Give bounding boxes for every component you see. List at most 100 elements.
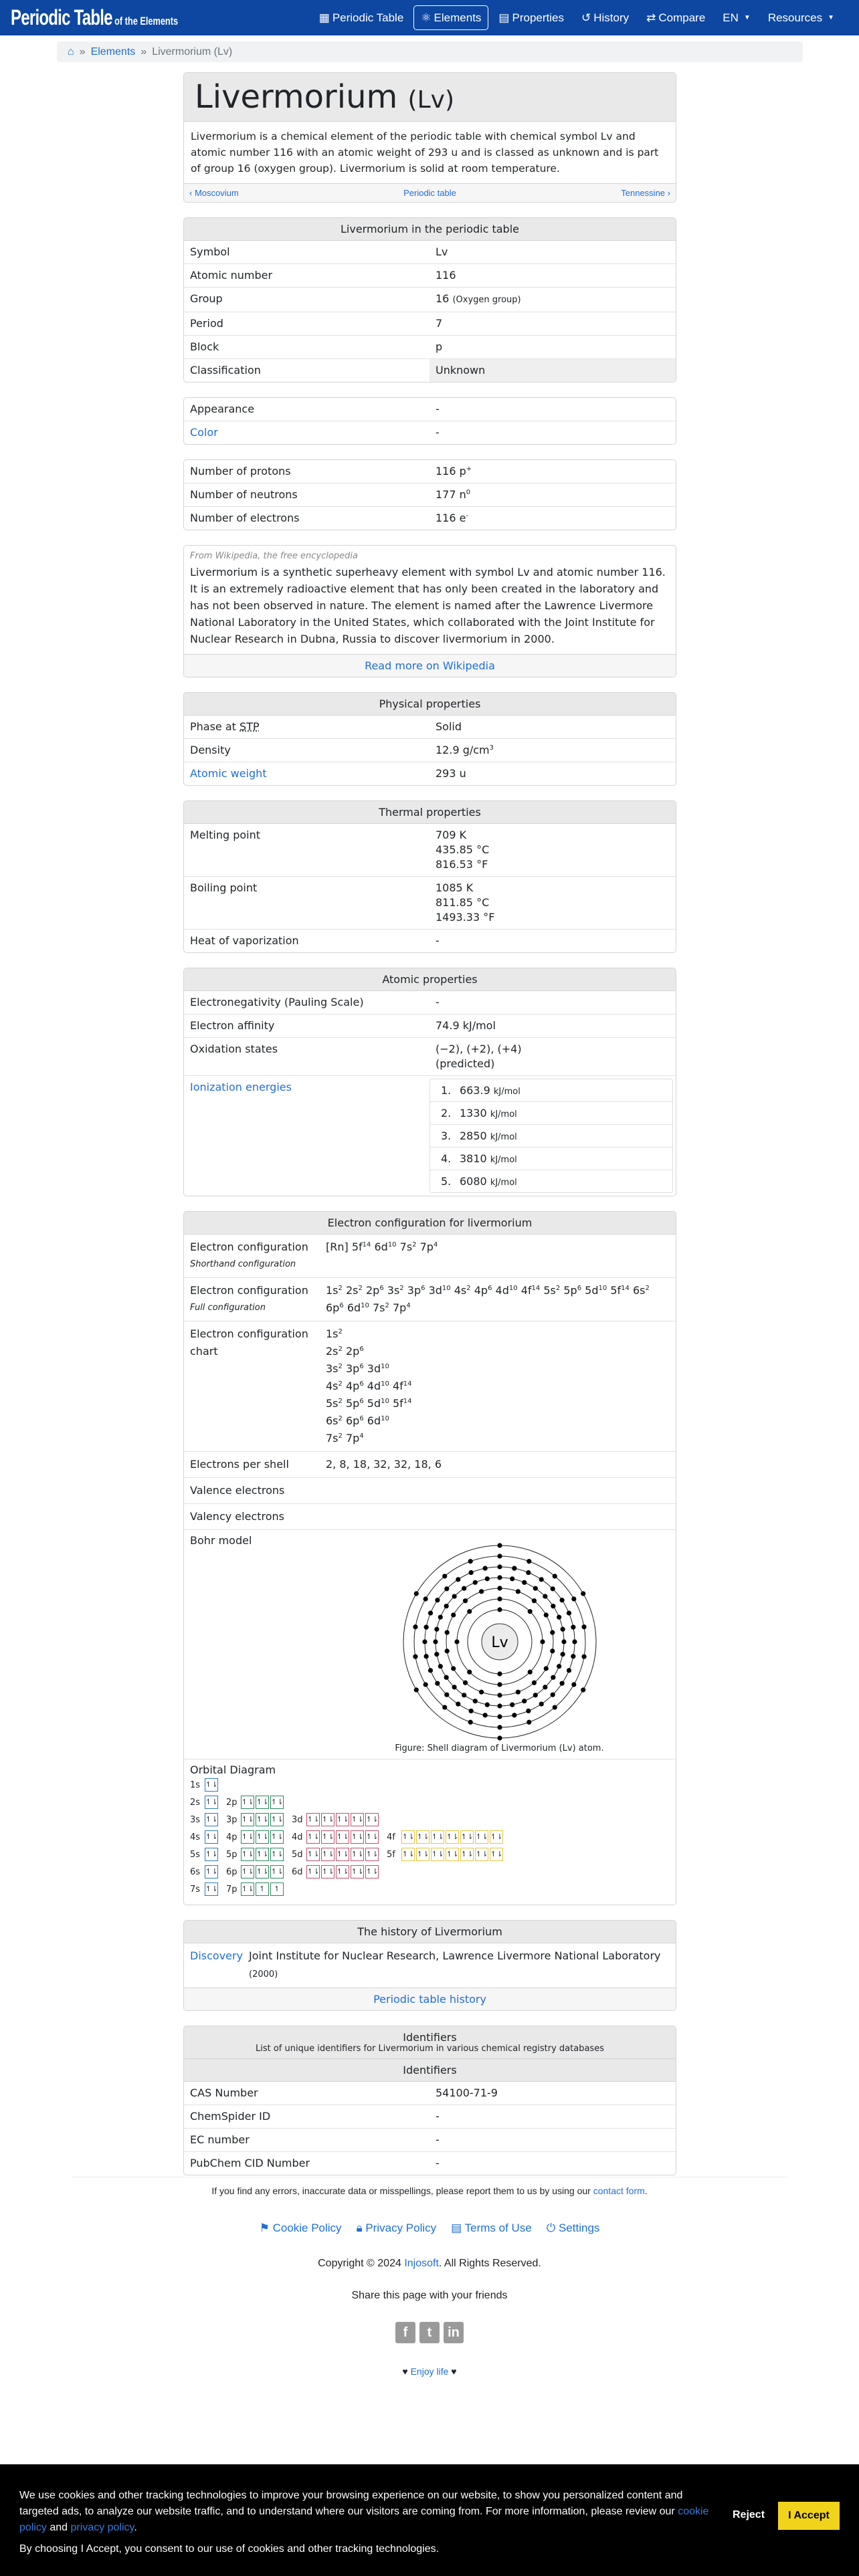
ionization-energies-link[interactable]: Ionization energies <box>190 1081 292 1093</box>
orbital-box: ↿ <box>270 1883 284 1896</box>
table-row: Group 16 (Oxygen group) <box>184 287 676 312</box>
electron <box>560 1626 565 1632</box>
ionization-item: 4. 3810 kJ/mol <box>430 1147 672 1170</box>
orbital-box: ↿⇂ <box>241 1813 254 1826</box>
table-row: Heat of vaporization - <box>184 929 676 952</box>
orbital-term: 3d <box>367 1362 381 1375</box>
electron <box>434 1598 440 1603</box>
read-more-wikipedia-link[interactable]: Read more on Wikipedia <box>365 659 495 672</box>
orbital-exponent: 10 <box>381 1380 389 1388</box>
nav-properties[interactable]: ▤ Properties <box>491 5 571 30</box>
orbital-exponent: 6 <box>359 1363 364 1370</box>
site-logo[interactable]: Periodic Table of the Elements <box>11 5 178 30</box>
row-label[interactable]: Color <box>184 421 430 444</box>
electron <box>444 1675 449 1680</box>
footer-link-settings[interactable]: ⏻ Settings <box>547 2222 600 2235</box>
nav-history[interactable]: ↺ History <box>574 5 636 30</box>
orbital-term: 5d <box>367 1397 381 1410</box>
orbital-box: ↿⇂ <box>241 1830 254 1844</box>
nav-compare[interactable]: ⇄ Compare <box>639 5 712 30</box>
ionization-index: 3. <box>441 1130 452 1142</box>
orbital-term: 4d <box>495 1284 509 1297</box>
nav-elements[interactable]: ⚛ Elements <box>413 5 489 30</box>
row-label[interactable]: Atomic weight <box>184 762 430 785</box>
orbital-diagram: Orbital Diagram 1s ↿⇂ 2s ↿⇂ 2p ↿⇂ ↿⇂ ↿⇂ 3s ↿⇂ 3p ↿⇂ ↿… <box>184 1759 517 1905</box>
privacy-policy-link[interactable]: privacy policy <box>70 2522 134 2533</box>
linkedin-icon[interactable]: in <box>444 2322 464 2343</box>
row-label-text: Period <box>190 317 223 330</box>
row-label: Symbol <box>184 241 430 263</box>
orbital-box: ↿⇂ <box>321 1813 335 1826</box>
discovery-link[interactable]: Discovery <box>190 1949 244 1962</box>
identifiers-header: Identifiers <box>184 2059 676 2082</box>
ionization-item: 5. 6080 kJ/mol <box>430 1170 672 1192</box>
table-row: CAS Number 54100-71-9 <box>184 2082 676 2105</box>
orbital-box: ↿⇂ <box>365 1865 379 1879</box>
row-label-text: EC number <box>190 2133 250 2146</box>
accept-button[interactable]: I Accept <box>778 2502 840 2530</box>
chart-line: 7s2 7p4 <box>326 1430 670 1447</box>
econf-header: Electron configuration for livermorium <box>184 1212 676 1235</box>
facebook-icon[interactable]: f <box>395 2322 415 2343</box>
footer-link-cookie-policy[interactable]: ⚑ Cookie Policy <box>260 2222 342 2235</box>
orbital-box: ↿⇂ <box>205 1796 218 1809</box>
cookie-consent-text: By choosing I Accept, you consent to our… <box>19 2543 440 2555</box>
value-text: - <box>436 403 440 415</box>
electron <box>515 1589 520 1594</box>
table-row: Block p <box>184 335 676 358</box>
nav-en[interactable]: EN ▼ <box>715 5 758 30</box>
row-label-link[interactable]: Color <box>190 426 218 439</box>
breadcrumb-elements-link[interactable]: Elements <box>90 45 136 58</box>
orbital-term: 6p <box>345 1414 360 1427</box>
row-label: Boiling point <box>184 877 430 929</box>
electron <box>412 1654 418 1659</box>
next-element-link[interactable]: Tennessine › <box>621 188 670 198</box>
footer-link-terms-of-use[interactable]: ▤ Terms of Use <box>451 2222 532 2235</box>
electron <box>496 1682 502 1687</box>
cookie-text: We use cookies and other tracking techno… <box>19 2490 683 2517</box>
row-value: [Rn] 5f14 6d10 7s2 7p4 <box>320 1235 676 1277</box>
orbital-box: ↿⇂ <box>241 1796 254 1809</box>
orbital-box: ↿⇂ <box>475 1830 488 1844</box>
company-link[interactable]: Injosoft <box>404 2258 439 2269</box>
prev-element-link[interactable]: ‹ Moscovium <box>189 188 239 198</box>
orbital-exponent: 6 <box>577 1285 582 1292</box>
table-row: Electron affinity 74.9 kJ/mol <box>184 1014 676 1037</box>
home-icon[interactable]: ⌂ <box>68 45 74 58</box>
electron <box>427 1610 433 1616</box>
periodic-table-history-link[interactable]: Periodic table history <box>373 1993 486 2006</box>
orbital-box: ↿⇂ <box>446 1848 459 1861</box>
orbital-term: 5s <box>543 1284 556 1297</box>
subshell-label: 5s <box>190 1849 201 1860</box>
orbital-box: ↿⇂ <box>336 1813 349 1826</box>
row-label-text: Symbol <box>190 245 230 258</box>
orbital-term: 5f <box>351 1241 363 1253</box>
electron <box>450 1666 456 1671</box>
footer-links: ⚑ Cookie Policy 🔒︎ Privacy Policy ▤ Terms … <box>0 2222 859 2235</box>
table-row: Atomic number 116 <box>184 263 676 287</box>
orbital-term: 6d <box>374 1241 388 1253</box>
electron <box>496 1553 502 1559</box>
orbital-term: 3s <box>387 1284 400 1297</box>
footer-link-privacy-policy[interactable]: 🔒︎ Privacy Policy <box>357 2222 437 2235</box>
subshell: 2p ↿⇂ ↿⇂ ↿⇂ <box>226 1796 285 1809</box>
twitter-icon[interactable]: t <box>419 2322 440 2343</box>
prev-element-label: Moscovium <box>194 188 239 198</box>
title-card: Livermorium (Lv) Livermorium is a chemic… <box>183 72 676 203</box>
nav-periodic-table[interactable]: ▦ Periodic Table <box>312 5 411 30</box>
electron <box>461 1693 466 1698</box>
nav-resources[interactable]: Resources ▼ <box>761 5 842 30</box>
cookie-policy-link[interactable]: cookie policy <box>19 2506 709 2533</box>
row-label-text: PubChem CID Number <box>190 2157 310 2169</box>
atomic-properties-card: Atomic properties Electronegativity (Paul… <box>183 968 676 1196</box>
subshell: 2s ↿⇂ <box>190 1796 219 1809</box>
table-row: Classification Unknown <box>184 358 676 382</box>
reject-button[interactable]: Reject <box>733 2509 765 2520</box>
periodic-table-link[interactable]: Periodic table <box>403 188 456 198</box>
table-row: PubChem CID Number - <box>184 2151 676 2175</box>
row-label-link[interactable]: Atomic weight <box>190 767 267 780</box>
contact-form-link[interactable]: contact form <box>593 2185 645 2196</box>
orbital-box: ↿⇂ <box>256 1796 269 1809</box>
orbital-exponent: 2 <box>412 1241 417 1249</box>
enjoy-life-link[interactable]: Enjoy life <box>410 2366 449 2377</box>
